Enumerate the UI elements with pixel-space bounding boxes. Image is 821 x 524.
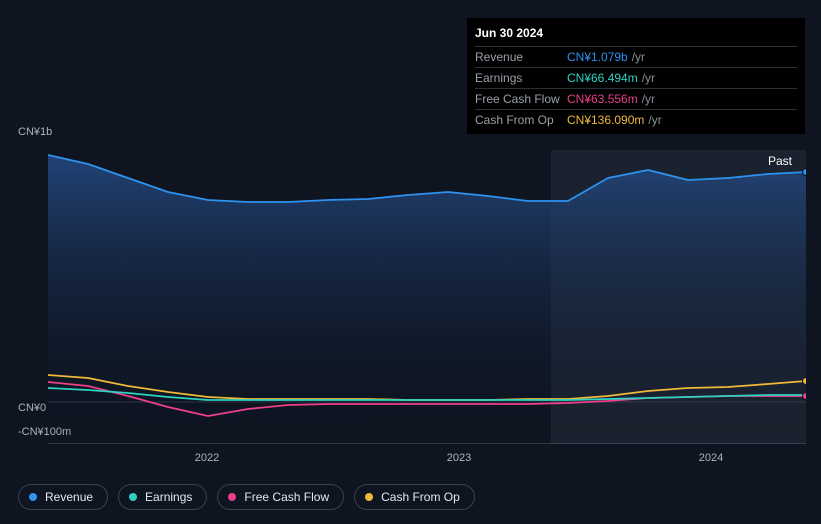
legend-dot-icon xyxy=(228,493,236,501)
tooltip-row: RevenueCN¥1.079b/yr xyxy=(475,46,797,67)
legend-dot-icon xyxy=(365,493,373,501)
tooltip-label: Cash From Op xyxy=(475,113,567,127)
tooltip-unit: /yr xyxy=(642,92,655,106)
legend-label: Revenue xyxy=(45,490,93,504)
tooltip-value-wrap: CN¥66.494m/yr xyxy=(567,71,655,85)
y-axis-label: CN¥1b xyxy=(18,126,52,138)
chart-tooltip: Jun 30 2024 RevenueCN¥1.079b/yrEarningsC… xyxy=(467,18,805,134)
plot-area[interactable]: Past xyxy=(48,150,806,444)
x-axis-label: 2024 xyxy=(699,452,723,464)
chart-legend: Revenue Earnings Free Cash Flow Cash From O… xyxy=(18,484,475,510)
tooltip-label: Earnings xyxy=(475,71,567,85)
tooltip-label: Revenue xyxy=(475,50,567,64)
tooltip-row: Free Cash FlowCN¥63.556m/yr xyxy=(475,88,797,109)
tooltip-value: CN¥66.494m xyxy=(567,71,638,85)
x-axis-label: 2022 xyxy=(195,452,219,464)
legend-label: Earnings xyxy=(145,490,192,504)
legend-item-free-cash-flow[interactable]: Free Cash Flow xyxy=(217,484,344,510)
tooltip-unit: /yr xyxy=(648,113,661,127)
tooltip-label: Free Cash Flow xyxy=(475,92,567,106)
legend-item-cash-from-op[interactable]: Cash From Op xyxy=(354,484,475,510)
tooltip-value-wrap: CN¥1.079b/yr xyxy=(567,50,645,64)
legend-item-revenue[interactable]: Revenue xyxy=(18,484,108,510)
legend-label: Free Cash Flow xyxy=(244,490,329,504)
legend-dot-icon xyxy=(129,493,137,501)
legend-label: Cash From Op xyxy=(381,490,460,504)
tooltip-row: EarningsCN¥66.494m/yr xyxy=(475,67,797,88)
tooltip-unit: /yr xyxy=(632,50,645,64)
past-label: Past xyxy=(768,154,792,168)
legend-item-earnings[interactable]: Earnings xyxy=(118,484,207,510)
tooltip-value-wrap: CN¥63.556m/yr xyxy=(567,92,655,106)
x-axis-label: 2023 xyxy=(447,452,471,464)
tooltip-unit: /yr xyxy=(642,71,655,85)
legend-dot-icon xyxy=(29,493,37,501)
tooltip-value: CN¥136.090m xyxy=(567,113,644,127)
earnings-revenue-chart: CN¥1bCN¥0-CN¥100m Past xyxy=(18,126,806,446)
tooltip-row: Cash From OpCN¥136.090m/yr xyxy=(475,109,797,130)
tooltip-date: Jun 30 2024 xyxy=(475,24,797,46)
y-axis-label: CN¥0 xyxy=(18,402,46,414)
tooltip-value: CN¥63.556m xyxy=(567,92,638,106)
tooltip-value-wrap: CN¥136.090m/yr xyxy=(567,113,662,127)
tooltip-value: CN¥1.079b xyxy=(567,50,628,64)
